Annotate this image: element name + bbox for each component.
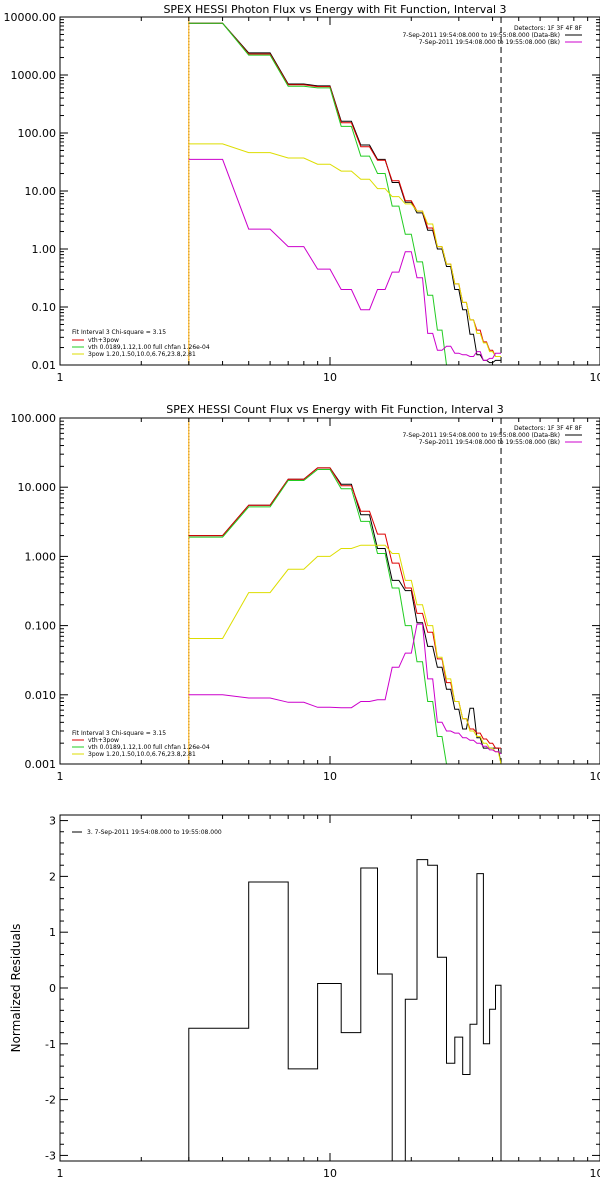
legend-header: Detectors: 1F 3F 4F 8F xyxy=(514,25,583,32)
y-tick-label: 2 xyxy=(49,870,56,883)
x-tick-label: 100 xyxy=(590,371,600,384)
photon-flux-plot-frame xyxy=(59,16,600,366)
y-tick-label: 0.010 xyxy=(25,689,57,702)
y-tick-label: 10.00 xyxy=(25,185,57,198)
series-line-3 xyxy=(188,544,507,765)
y-tick-label: 0.001 xyxy=(25,758,57,771)
series-line-1 xyxy=(188,22,501,357)
residuals-plot-frame xyxy=(59,814,600,1162)
x-tick-label: 10 xyxy=(323,371,337,384)
x-tick-label: 1 xyxy=(57,770,64,783)
x-tick-label: 1 xyxy=(57,1167,64,1180)
x-tick-label: 10 xyxy=(323,1167,337,1180)
photon-flux-legend-fit: Fit Interval 3 Chi-square = 3.15 vth+3po… xyxy=(72,329,210,358)
y-tick-label: -2 xyxy=(45,1094,56,1107)
legend-entry-bk: 7-Sep-2011 19:54:08.000 to 19:55:08.000 … xyxy=(419,39,560,46)
fit-entry-vth-3pow: vth+3pow xyxy=(88,737,119,744)
series-line-4 xyxy=(188,623,502,755)
y-tick-label: 10000.00 xyxy=(4,11,57,24)
photon-flux-title: SPEX HESSI Photon Flux vs Energy with Fi… xyxy=(163,3,506,16)
series-line-4 xyxy=(188,158,501,361)
photon-flux-panel: SPEX HESSI Photon Flux vs Energy with Fi… xyxy=(4,3,600,384)
legend-entry-data-bk: 7-Sep-2011 19:54:08.000 to 19:55:08.000 … xyxy=(402,432,560,439)
legend-entry-data-bk: 7-Sep-2011 19:54:08.000 to 19:55:08.000 … xyxy=(402,32,560,39)
photon-flux-legend-top: Detectors: 1F 3F 4F 8F 7-Sep-2011 19:54:… xyxy=(402,25,582,46)
residuals-panel: 1101003210-1-2-3 Normalized Residuals 3.… xyxy=(9,814,600,1180)
y-tick-label: 10.000 xyxy=(18,481,57,494)
y-tick-label: 0.100 xyxy=(25,620,57,633)
y-tick-label: 0.01 xyxy=(32,359,57,372)
series-line-0 xyxy=(188,22,501,364)
fit-legend-header: Fit Interval 3 Chi-square = 3.15 xyxy=(72,730,166,737)
fit-entry-3pow: 3pow 1.20,1.50,10.0,6.76,23.8,2.81 xyxy=(88,751,196,758)
fit-entry-vth-3pow: vth+3pow xyxy=(88,337,119,344)
residuals-y-axis-label: Normalized Residuals xyxy=(9,924,23,1053)
y-tick-label: 1.00 xyxy=(32,243,57,256)
x-tick-label: 1 xyxy=(57,371,64,384)
x-tick-label: 100 xyxy=(590,1167,600,1180)
fit-entry-vth: vth 0.0189,1.12,1.00 full chfan 1.26e-04 xyxy=(88,744,210,751)
count-flux-legend-fit: Fit Interval 3 Chi-square = 3.15 vth+3po… xyxy=(72,730,210,758)
y-tick-label: 3 xyxy=(49,815,56,828)
count-flux-title: SPEX HESSI Count Flux vs Energy with Fit… xyxy=(166,403,503,416)
series-line-1 xyxy=(188,467,501,749)
y-tick-label: 100.000 xyxy=(11,412,57,425)
fit-entry-vth: vth 0.0189,1.12,1.00 full chfan 1.26e-04 xyxy=(88,344,210,351)
count-flux-panel: SPEX HESSI Count Flux vs Energy with Fit… xyxy=(11,403,600,783)
y-tick-label: 0.10 xyxy=(32,301,57,314)
series-line-3 xyxy=(188,143,501,357)
count-flux-legend-top: Detectors: 1F 3F 4F 8F 7-Sep-2011 19:54:… xyxy=(402,425,582,446)
y-tick-label: 100.00 xyxy=(18,127,57,140)
legend-entry-bk: 7-Sep-2011 19:54:08.000 to 19:55:08.000 … xyxy=(419,439,560,446)
y-tick-label: 1000.00 xyxy=(11,69,57,82)
x-tick-label: 100 xyxy=(590,770,600,783)
y-tick-label: 1 xyxy=(49,926,56,939)
y-tick-label: 0 xyxy=(49,982,56,995)
x-tick-label: 10 xyxy=(323,770,337,783)
residuals-legend: 3. 7-Sep-2011 19:54:08.000 to 19:55:08.0… xyxy=(72,829,222,836)
fit-legend-header: Fit Interval 3 Chi-square = 3.15 xyxy=(72,329,166,336)
legend-header: Detectors: 1F 3F 4F 8F xyxy=(514,425,583,432)
series-line-2 xyxy=(188,22,447,366)
y-tick-label: 1.000 xyxy=(25,550,57,563)
fit-entry-3pow: 3pow 1.20,1.50,10.0,6.76,23.8,2.81 xyxy=(88,351,196,358)
series-line-0 xyxy=(188,859,502,1162)
residuals-legend-entry: 3. 7-Sep-2011 19:54:08.000 to 19:55:08.0… xyxy=(87,829,222,836)
y-tick-label: -1 xyxy=(45,1038,56,1051)
y-tick-label: -3 xyxy=(45,1149,56,1162)
series-line-2 xyxy=(188,469,447,765)
